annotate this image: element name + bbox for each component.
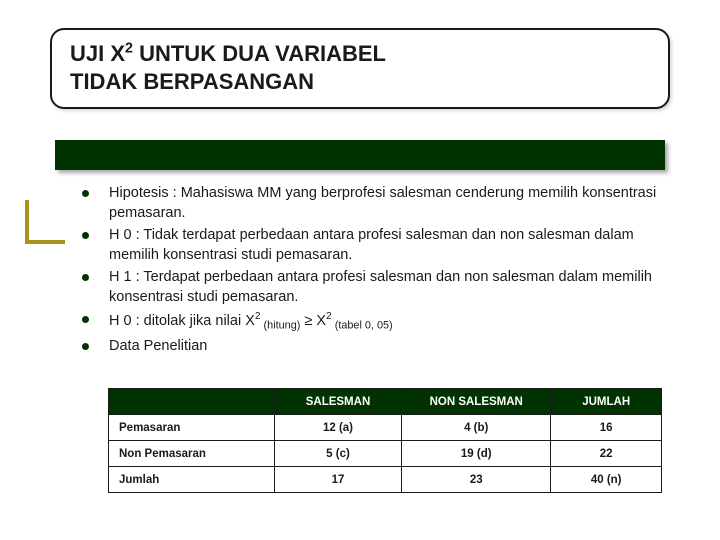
cell: 40 (n) <box>551 467 662 493</box>
cell: 12 (a) <box>274 415 401 441</box>
b4-sub1: (hitung) <box>261 320 301 332</box>
bullet-dot-icon <box>82 274 89 281</box>
bullet-text: H 0 : Tidak terdapat perbedaan antara pr… <box>109 226 660 265</box>
th-empty <box>109 389 275 415</box>
b4-sub2: (tabel 0, 05) <box>332 320 393 332</box>
title-line-1: UJI X2 UNTUK DUA VARIABEL <box>70 40 650 68</box>
bullet-text: H 0 : ditolak jika nilai X2 (hitung) ≥ X… <box>109 310 660 333</box>
bullet-item: Data Penelitian <box>82 337 660 357</box>
cell: Jumlah <box>109 467 275 493</box>
bullet-dot-icon <box>82 316 89 323</box>
bullet-item: Hipotesis : Mahasiswa MM yang berprofesi… <box>82 184 660 223</box>
bullet-dot-icon <box>82 190 89 197</box>
bullet-item: H 0 : Tidak terdapat perbedaan antara pr… <box>82 226 660 265</box>
cell: 22 <box>551 441 662 467</box>
title-box: UJI X2 UNTUK DUA VARIABEL TIDAK BERPASAN… <box>50 28 670 109</box>
cell: Pemasaran <box>109 415 275 441</box>
bullet-text: H 1 : Terdapat perbedaan antara profesi … <box>109 268 660 307</box>
cell: 19 (d) <box>402 441 551 467</box>
cell: 16 <box>551 415 662 441</box>
data-table-wrap: SALESMAN NON SALESMAN JUMLAH Pemasaran 1… <box>108 388 662 493</box>
bullet-item: H 0 : ditolak jika nilai X2 (hitung) ≥ X… <box>82 310 660 333</box>
bullet-text: Data Penelitian <box>109 337 660 357</box>
title-line-2: TIDAK BERPASANGAN <box>70 68 650 96</box>
cell: 17 <box>274 467 401 493</box>
cell: 4 (b) <box>402 415 551 441</box>
bullet-item: H 1 : Terdapat perbedaan antara profesi … <box>82 268 660 307</box>
table-row: Jumlah 17 23 40 (n) <box>109 467 662 493</box>
cell: Non Pemasaran <box>109 441 275 467</box>
table-header-row: SALESMAN NON SALESMAN JUMLAH <box>109 389 662 415</box>
table-row: Non Pemasaran 5 (c) 19 (d) 22 <box>109 441 662 467</box>
cell: 23 <box>402 467 551 493</box>
bullet-dot-icon <box>82 232 89 239</box>
th-jumlah: JUMLAH <box>551 389 662 415</box>
table-row: Pemasaran 12 (a) 4 (b) 16 <box>109 415 662 441</box>
b4-pre: H 0 : ditolak jika nilai X <box>109 313 255 329</box>
title-sup: 2 <box>125 41 133 57</box>
accent-bar <box>55 140 665 170</box>
b4-mid: ≥ X <box>300 313 326 329</box>
corner-accent <box>25 200 65 244</box>
data-table: SALESMAN NON SALESMAN JUMLAH Pemasaran 1… <box>108 388 662 493</box>
cell: 5 (c) <box>274 441 401 467</box>
title-pre: UJI X <box>70 41 125 66</box>
bullet-dot-icon <box>82 343 89 350</box>
title-post: UNTUK DUA VARIABEL <box>133 41 386 66</box>
th-nonsalesman: NON SALESMAN <box>402 389 551 415</box>
bullet-list: Hipotesis : Mahasiswa MM yang berprofesi… <box>82 184 660 359</box>
th-salesman: SALESMAN <box>274 389 401 415</box>
bullet-text: Hipotesis : Mahasiswa MM yang berprofesi… <box>109 184 660 223</box>
